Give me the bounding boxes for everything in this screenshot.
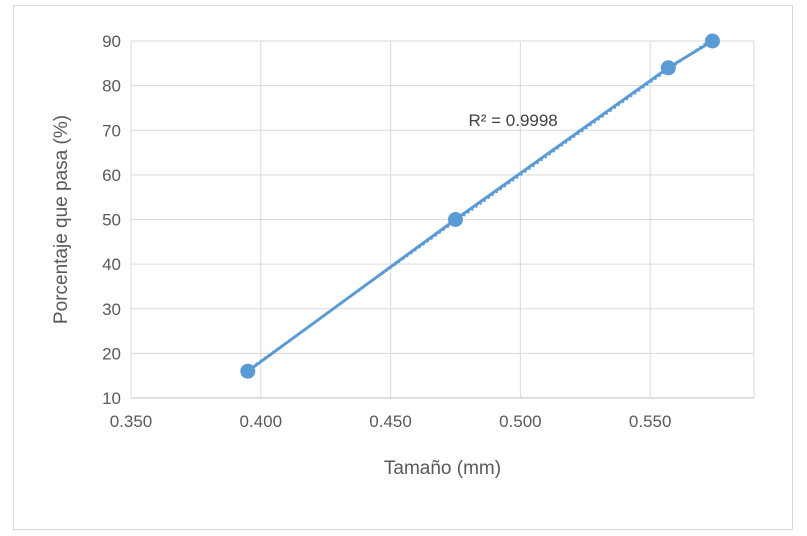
data-point (447, 212, 463, 227)
x-tick-label: 0.350 (110, 412, 153, 431)
data-point (704, 33, 720, 49)
chart-frame (13, 5, 793, 530)
y-tick-label: 70 (102, 121, 121, 140)
series-line (246, 39, 714, 373)
y-tick-label: 90 (102, 32, 121, 51)
x-tick-label: 0.450 (369, 412, 412, 431)
x-axis-title: Tamaño (mm) (384, 458, 501, 479)
y-tick-label: 30 (102, 300, 121, 319)
y-tick-label: 50 (102, 211, 121, 230)
y-tick-label: 10 (102, 389, 121, 408)
y-tick-label: 20 (102, 344, 121, 363)
y-tick-label: 40 (102, 255, 121, 274)
y-tick-label: 80 (102, 77, 121, 96)
data-point (240, 363, 256, 379)
y-axis-title: Porcentaje que pasa (%) (51, 115, 72, 324)
x-tick-label: 0.500 (499, 412, 542, 431)
data-point (660, 60, 676, 76)
y-tick-label: 60 (102, 166, 121, 185)
x-tick-label: 0.550 (629, 412, 672, 431)
x-tick-label: 0.400 (240, 412, 283, 431)
r-squared-annotation: R² = 0.9998 (468, 111, 557, 130)
